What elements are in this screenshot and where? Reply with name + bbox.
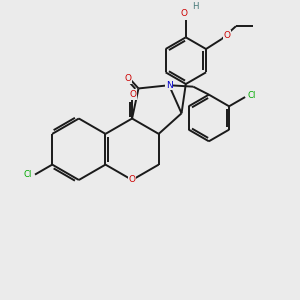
Text: O: O: [129, 176, 136, 184]
Text: Cl: Cl: [247, 91, 256, 100]
Text: H: H: [192, 2, 198, 10]
Text: O: O: [124, 74, 131, 83]
Text: N: N: [166, 81, 172, 90]
Text: O: O: [129, 90, 136, 99]
Text: O: O: [180, 10, 187, 19]
Text: O: O: [223, 31, 230, 40]
Text: Cl: Cl: [24, 170, 32, 179]
